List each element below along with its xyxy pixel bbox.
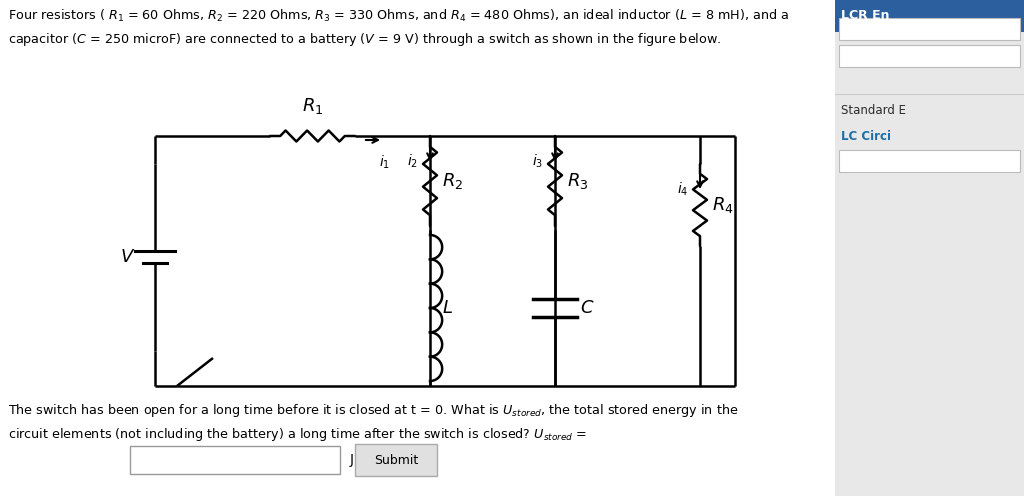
Text: $R_4$: $R_4$ [712,195,734,215]
Text: $i_3$: $i_3$ [531,152,543,170]
Text: LC Circi: LC Circi [841,130,891,143]
Text: Standard E: Standard E [841,104,906,117]
Bar [355,444,437,476]
Bar [839,150,1020,172]
Text: $i_2$: $i_2$ [407,152,418,170]
Text: $C$: $C$ [580,299,595,317]
Bar [835,0,1024,496]
Bar [839,18,1020,40]
Bar [835,0,1024,32]
Text: $R_1$: $R_1$ [302,96,324,116]
Text: $i_4$: $i_4$ [677,181,688,198]
Text: $R_2$: $R_2$ [442,171,463,191]
Bar [130,446,340,474]
Bar [839,45,1020,67]
Text: The switch has been open for a long time before it is closed at t = 0. What is $: The switch has been open for a long time… [8,402,738,442]
Text: $i_1$: $i_1$ [380,154,390,172]
Text: $V$: $V$ [120,248,135,266]
Text: Submit: Submit [374,453,418,467]
Text: J: J [350,453,354,467]
Text: Four resistors ( $R_1$ = 60 Ohms, $R_2$ = 220 Ohms, $R_3$ = 330 Ohms, and $R_4$ : Four resistors ( $R_1$ = 60 Ohms, $R_2$ … [8,8,790,48]
Text: LCR En: LCR En [841,9,890,22]
Text: $L$: $L$ [442,299,453,317]
Text: $R_3$: $R_3$ [567,171,589,191]
